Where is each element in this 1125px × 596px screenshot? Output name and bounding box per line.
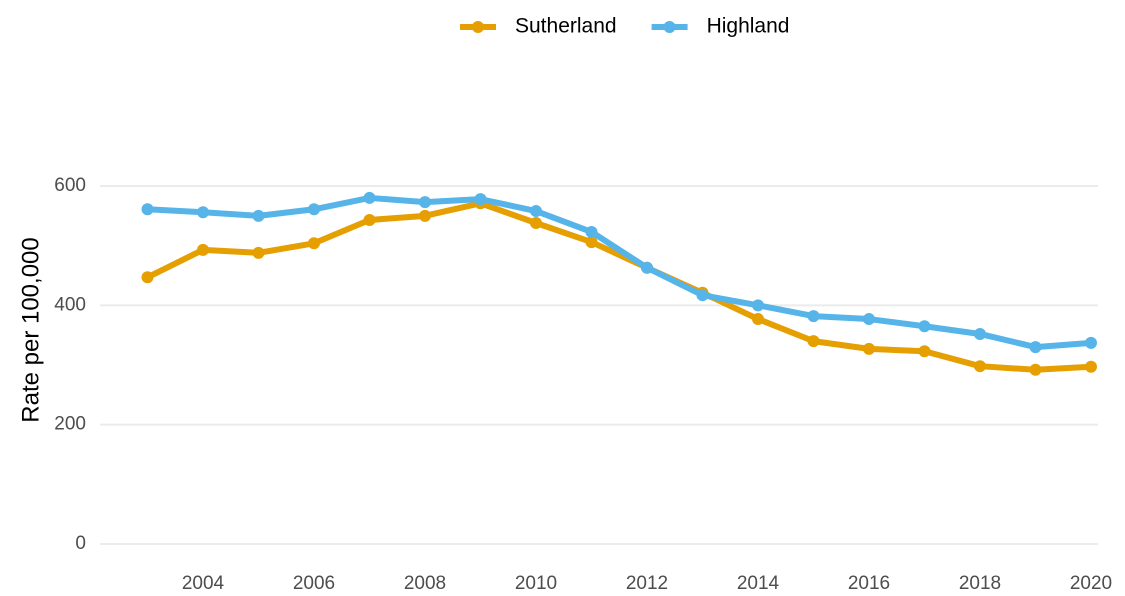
data-point	[141, 271, 154, 284]
series-line	[147, 194, 1092, 351]
data-point	[752, 299, 764, 312]
data-point	[974, 360, 986, 373]
legend-swatch-dot	[663, 21, 676, 33]
data-point	[585, 225, 598, 238]
data-point	[308, 203, 320, 216]
data-point	[197, 243, 209, 256]
data-point	[641, 261, 653, 274]
series-line	[146, 200, 1092, 373]
data-point	[530, 205, 542, 218]
data-point	[141, 203, 154, 216]
y-tick-label: 200	[54, 414, 86, 435]
x-tick-label: 2020	[1070, 573, 1112, 594]
y-axis-label: Rate per 100,000	[17, 237, 44, 422]
y-tick-label: 0	[75, 533, 86, 554]
data-point	[419, 209, 431, 222]
legend-label: Sutherland	[515, 15, 617, 38]
x-tick-label: 2008	[404, 573, 446, 594]
data-point	[807, 310, 820, 323]
y-tick-label: 600	[54, 175, 86, 196]
data-point	[807, 335, 820, 348]
x-tick-label: 2006	[293, 573, 335, 594]
data-point	[918, 345, 931, 358]
data-point	[1085, 336, 1097, 349]
data-point	[197, 206, 209, 219]
data-point	[474, 193, 487, 206]
data-point	[1029, 341, 1042, 354]
data-point	[363, 214, 376, 227]
y-tick-label: 400	[54, 294, 86, 315]
legend-swatch-dot	[472, 21, 484, 33]
x-tick-label: 2016	[848, 573, 890, 594]
x-tick-label: 2010	[515, 573, 557, 594]
data-point	[918, 320, 931, 333]
data-point	[696, 289, 709, 302]
data-point	[419, 196, 431, 209]
data-point	[752, 313, 764, 326]
x-tick-label: 2018	[959, 573, 1001, 594]
x-tick-label: 2012	[626, 573, 668, 594]
data-point	[1029, 363, 1042, 376]
data-point	[308, 237, 320, 250]
data-point	[252, 246, 265, 259]
data-point	[363, 191, 376, 204]
legend-label: Highland	[707, 15, 790, 38]
data-point	[974, 327, 986, 340]
data-point	[530, 216, 542, 229]
data-point	[863, 342, 875, 355]
data-point	[863, 313, 875, 326]
x-tick-label: 2004	[182, 573, 225, 594]
data-point	[585, 236, 598, 249]
x-tick-label: 2014	[737, 573, 780, 594]
data-point	[252, 209, 265, 222]
data-point	[1085, 360, 1097, 373]
